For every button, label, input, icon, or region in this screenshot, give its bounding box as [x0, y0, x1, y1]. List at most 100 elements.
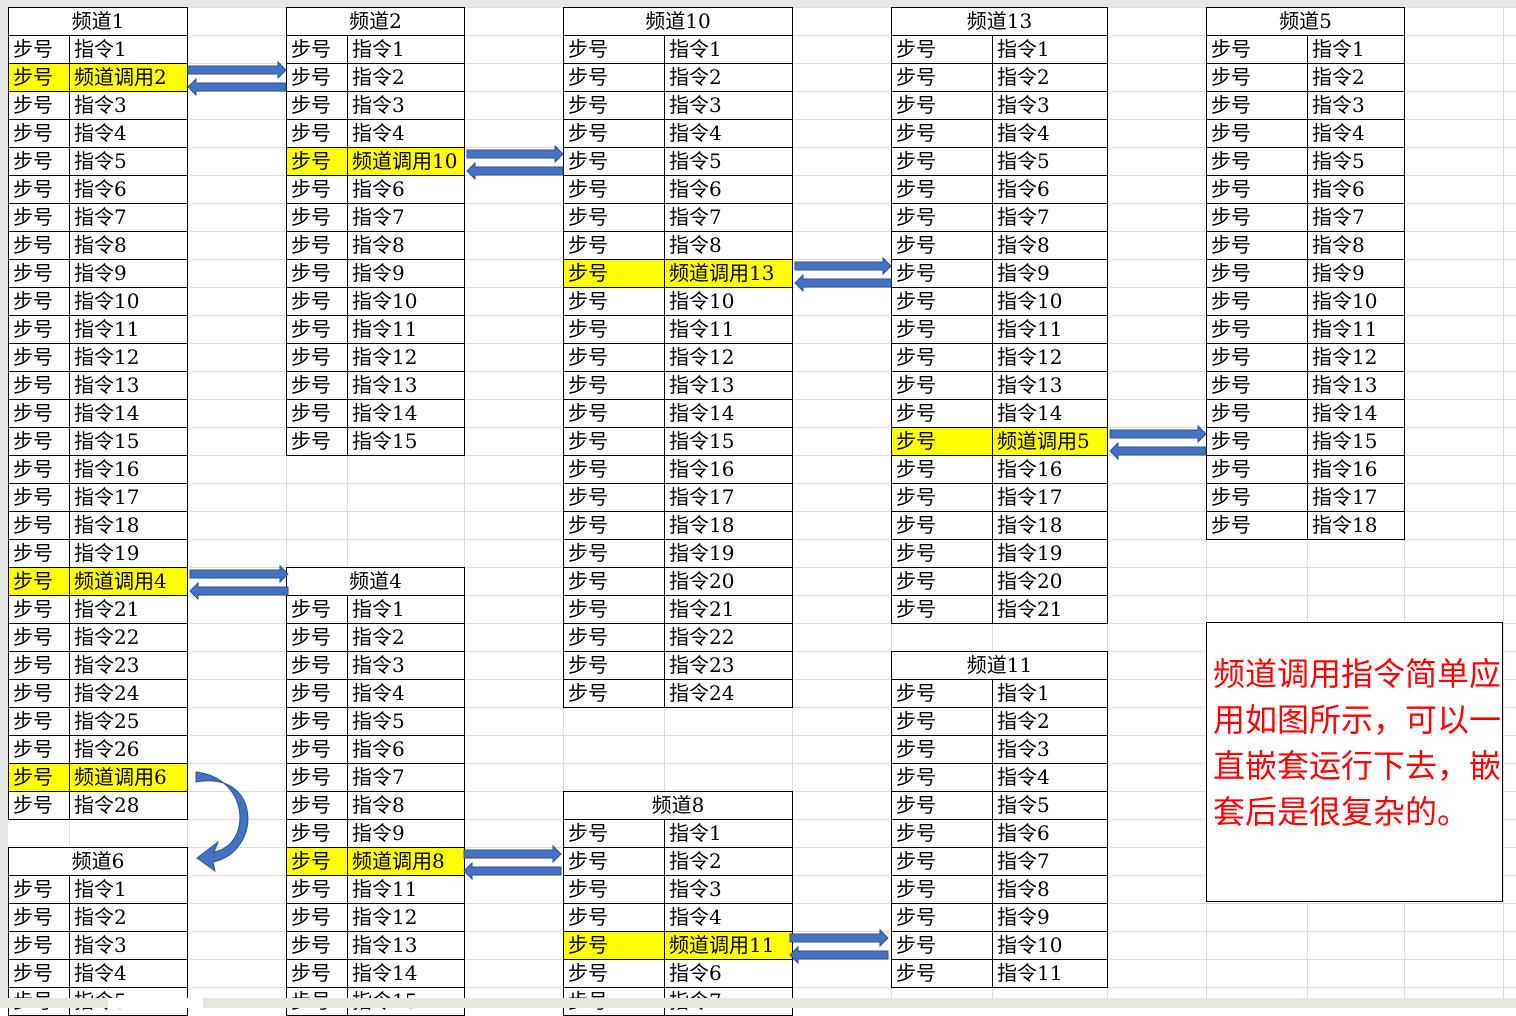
- command-cell[interactable]: 指令16: [1307, 455, 1405, 484]
- channel-call-cell[interactable]: 频道调用13: [664, 259, 793, 288]
- command-cell[interactable]: 指令8: [347, 231, 465, 260]
- command-cell[interactable]: 指令1: [664, 819, 793, 848]
- step-cell[interactable]: 步号: [8, 623, 70, 652]
- command-cell[interactable]: 指令10: [664, 287, 793, 316]
- note-textbox[interactable]: 频道调用指令简单应用如图所示，可以一直嵌套运行下去，嵌套后是很复杂的。: [1206, 622, 1503, 902]
- command-cell[interactable]: 指令12: [1307, 343, 1405, 372]
- command-cell[interactable]: 指令3: [664, 875, 793, 904]
- command-cell[interactable]: 指令15: [69, 427, 188, 456]
- step-cell[interactable]: 步号: [8, 483, 70, 512]
- step-cell[interactable]: 步号: [8, 763, 70, 792]
- step-cell[interactable]: 步号: [891, 595, 993, 624]
- command-cell[interactable]: 指令4: [347, 119, 465, 148]
- command-cell[interactable]: 指令16: [664, 455, 793, 484]
- channel-call-cell[interactable]: 频道调用2: [69, 63, 188, 92]
- step-cell[interactable]: 步号: [1206, 147, 1308, 176]
- step-cell[interactable]: 步号: [563, 931, 665, 960]
- step-cell[interactable]: 步号: [1206, 35, 1308, 64]
- sheet-tab[interactable]: [108, 998, 203, 1008]
- command-cell[interactable]: 指令6: [347, 175, 465, 204]
- step-cell[interactable]: 步号: [891, 231, 993, 260]
- step-cell[interactable]: 步号: [286, 763, 348, 792]
- command-cell[interactable]: 指令9: [1307, 259, 1405, 288]
- step-cell[interactable]: 步号: [1206, 399, 1308, 428]
- command-cell[interactable]: 指令7: [347, 203, 465, 232]
- command-cell[interactable]: 指令5: [664, 147, 793, 176]
- step-cell[interactable]: 步号: [286, 819, 348, 848]
- command-cell[interactable]: 指令4: [992, 763, 1108, 792]
- step-cell[interactable]: 步号: [891, 791, 993, 820]
- step-cell[interactable]: 步号: [563, 679, 665, 708]
- command-cell[interactable]: 指令9: [347, 259, 465, 288]
- command-cell[interactable]: 指令10: [1307, 287, 1405, 316]
- command-cell[interactable]: 指令4: [992, 119, 1108, 148]
- step-cell[interactable]: 步号: [8, 63, 70, 92]
- step-cell[interactable]: 步号: [891, 315, 993, 344]
- command-cell[interactable]: 指令6: [664, 175, 793, 204]
- command-cell[interactable]: 指令19: [664, 539, 793, 568]
- step-cell[interactable]: 步号: [563, 483, 665, 512]
- command-cell[interactable]: 指令2: [347, 623, 465, 652]
- step-cell[interactable]: 步号: [1206, 315, 1308, 344]
- command-cell[interactable]: 指令3: [69, 931, 188, 960]
- step-cell[interactable]: 步号: [8, 455, 70, 484]
- command-cell[interactable]: 指令1: [69, 875, 188, 904]
- command-cell[interactable]: 指令5: [1307, 147, 1405, 176]
- step-cell[interactable]: 步号: [563, 903, 665, 932]
- step-cell[interactable]: 步号: [563, 875, 665, 904]
- command-cell[interactable]: 指令2: [992, 707, 1108, 736]
- command-cell[interactable]: 指令1: [664, 35, 793, 64]
- step-cell[interactable]: 步号: [891, 511, 993, 540]
- command-cell[interactable]: 指令6: [69, 175, 188, 204]
- step-cell[interactable]: 步号: [891, 203, 993, 232]
- step-cell[interactable]: 步号: [563, 147, 665, 176]
- command-cell[interactable]: 指令3: [69, 91, 188, 120]
- step-cell[interactable]: 步号: [8, 427, 70, 456]
- command-cell[interactable]: 指令18: [1307, 511, 1405, 540]
- command-cell[interactable]: 指令17: [69, 483, 188, 512]
- step-cell[interactable]: 步号: [563, 35, 665, 64]
- command-cell[interactable]: 指令18: [664, 511, 793, 540]
- command-cell[interactable]: 指令15: [1307, 427, 1405, 456]
- command-cell[interactable]: 指令1: [992, 35, 1108, 64]
- step-cell[interactable]: 步号: [286, 231, 348, 260]
- step-cell[interactable]: 步号: [8, 931, 70, 960]
- command-cell[interactable]: 指令8: [69, 231, 188, 260]
- step-cell[interactable]: 步号: [563, 371, 665, 400]
- command-cell[interactable]: 指令14: [69, 399, 188, 428]
- step-cell[interactable]: 步号: [286, 259, 348, 288]
- table-header[interactable]: 频道5: [1206, 7, 1405, 36]
- command-cell[interactable]: 指令11: [992, 315, 1108, 344]
- command-cell[interactable]: 指令1: [347, 595, 465, 624]
- command-cell[interactable]: 指令13: [992, 371, 1108, 400]
- step-cell[interactable]: 步号: [8, 539, 70, 568]
- command-cell[interactable]: 指令24: [69, 679, 188, 708]
- step-cell[interactable]: 步号: [563, 259, 665, 288]
- command-cell[interactable]: 指令3: [1307, 91, 1405, 120]
- command-cell[interactable]: 指令7: [664, 203, 793, 232]
- command-cell[interactable]: 指令13: [69, 371, 188, 400]
- command-cell[interactable]: 指令7: [347, 763, 465, 792]
- command-cell[interactable]: 指令15: [347, 427, 465, 456]
- command-cell[interactable]: 指令7: [69, 203, 188, 232]
- command-cell[interactable]: 指令13: [347, 371, 465, 400]
- command-cell[interactable]: 指令9: [347, 819, 465, 848]
- command-cell[interactable]: 指令2: [664, 63, 793, 92]
- table-header[interactable]: 频道11: [891, 651, 1108, 680]
- command-cell[interactable]: 指令4: [664, 903, 793, 932]
- command-cell[interactable]: 指令19: [69, 539, 188, 568]
- step-cell[interactable]: 步号: [286, 147, 348, 176]
- step-cell[interactable]: 步号: [563, 455, 665, 484]
- step-cell[interactable]: 步号: [286, 119, 348, 148]
- step-cell[interactable]: 步号: [891, 847, 993, 876]
- step-cell[interactable]: 步号: [8, 903, 70, 932]
- step-cell[interactable]: 步号: [286, 91, 348, 120]
- command-cell[interactable]: 指令6: [664, 959, 793, 988]
- step-cell[interactable]: 步号: [563, 231, 665, 260]
- step-cell[interactable]: 步号: [8, 567, 70, 596]
- step-cell[interactable]: 步号: [8, 147, 70, 176]
- step-cell[interactable]: 步号: [8, 959, 70, 988]
- step-cell[interactable]: 步号: [891, 427, 993, 456]
- step-cell[interactable]: 步号: [286, 175, 348, 204]
- step-cell[interactable]: 步号: [563, 539, 665, 568]
